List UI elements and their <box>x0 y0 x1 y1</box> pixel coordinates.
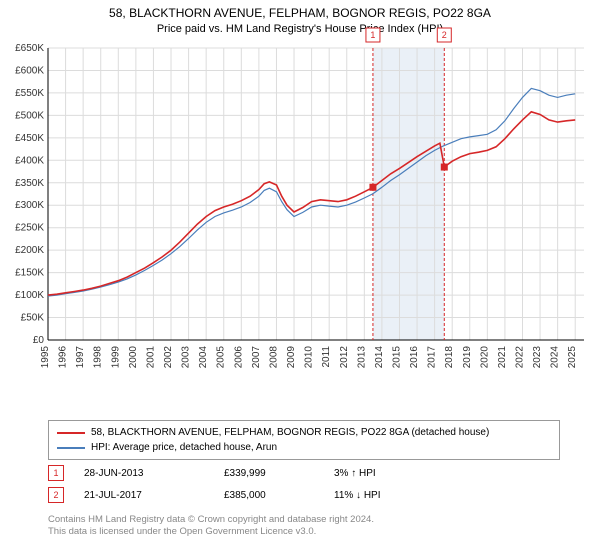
sale-price-1: £339,999 <box>224 468 314 479</box>
svg-text:2021: 2021 <box>497 346 508 369</box>
svg-text:1999: 1999 <box>110 346 121 369</box>
svg-text:2017: 2017 <box>427 346 438 369</box>
svg-text:£400K: £400K <box>15 155 44 166</box>
sale-diff-2: 11% ↓ HPI <box>334 490 558 501</box>
svg-text:2001: 2001 <box>145 346 156 369</box>
svg-text:1: 1 <box>370 30 375 40</box>
sale-marker-2: 2 <box>48 487 64 503</box>
svg-text:2004: 2004 <box>198 346 209 369</box>
svg-text:2025: 2025 <box>567 346 578 369</box>
svg-text:2005: 2005 <box>216 346 227 369</box>
svg-text:2023: 2023 <box>532 346 543 369</box>
svg-text:1995: 1995 <box>40 346 51 369</box>
svg-text:2008: 2008 <box>268 346 279 369</box>
svg-text:2015: 2015 <box>391 346 402 369</box>
svg-text:1997: 1997 <box>75 346 86 369</box>
svg-text:£250K: £250K <box>15 223 44 234</box>
legend-box: 58, BLACKTHORN AVENUE, FELPHAM, BOGNOR R… <box>48 420 560 460</box>
svg-text:£100K: £100K <box>15 290 44 301</box>
legend-item-property: 58, BLACKTHORN AVENUE, FELPHAM, BOGNOR R… <box>57 425 551 440</box>
svg-text:£300K: £300K <box>15 200 44 211</box>
footnote-line1: Contains HM Land Registry data © Crown c… <box>48 514 374 526</box>
svg-text:2019: 2019 <box>462 346 473 369</box>
legend-label-hpi: HPI: Average price, detached house, Arun <box>91 440 277 455</box>
chart-container: 58, BLACKTHORN AVENUE, FELPHAM, BOGNOR R… <box>0 0 600 560</box>
svg-text:2013: 2013 <box>356 346 367 369</box>
svg-text:2007: 2007 <box>251 346 262 369</box>
legend-label-property: 58, BLACKTHORN AVENUE, FELPHAM, BOGNOR R… <box>91 425 489 440</box>
svg-text:2000: 2000 <box>128 346 139 369</box>
legend-swatch-property <box>57 432 85 434</box>
svg-text:2018: 2018 <box>444 346 455 369</box>
sale-row-2: 2 21-JUL-2017 £385,000 11% ↓ HPI <box>48 484 558 506</box>
sale-row-1: 1 28-JUN-2013 £339,999 3% ↑ HPI <box>48 462 558 484</box>
svg-text:£200K: £200K <box>15 245 44 256</box>
svg-text:2009: 2009 <box>286 346 297 369</box>
svg-text:2012: 2012 <box>339 346 350 369</box>
svg-text:2010: 2010 <box>304 346 315 369</box>
svg-text:2011: 2011 <box>321 346 332 368</box>
svg-text:£550K: £550K <box>15 88 44 99</box>
svg-text:2: 2 <box>442 30 447 40</box>
sale-marker-label-1: 1 <box>53 468 58 478</box>
svg-text:2006: 2006 <box>233 346 244 369</box>
sale-date-2: 21-JUL-2017 <box>84 490 204 501</box>
footnote-line2: This data is licensed under the Open Gov… <box>48 526 374 538</box>
svg-text:£500K: £500K <box>15 110 44 121</box>
sale-marker-1: 1 <box>48 465 64 481</box>
svg-text:2016: 2016 <box>409 346 420 369</box>
svg-text:£0: £0 <box>33 335 45 346</box>
svg-text:2002: 2002 <box>163 346 174 369</box>
svg-text:£650K: £650K <box>15 43 44 54</box>
sale-diff-1: 3% ↑ HPI <box>334 468 558 479</box>
svg-text:£150K: £150K <box>15 268 44 279</box>
svg-text:£600K: £600K <box>15 65 44 76</box>
svg-text:2022: 2022 <box>514 346 525 369</box>
svg-text:£450K: £450K <box>15 133 44 144</box>
chart-title-line2: Price paid vs. HM Land Registry's House … <box>0 22 600 35</box>
legend-swatch-hpi <box>57 447 85 449</box>
footnote: Contains HM Land Registry data © Crown c… <box>48 514 374 539</box>
svg-text:£50K: £50K <box>21 313 45 324</box>
svg-text:1998: 1998 <box>93 346 104 369</box>
chart-svg: £0£50K£100K£150K£200K£250K£300K£350K£400… <box>48 48 588 378</box>
sales-table: 1 28-JUN-2013 £339,999 3% ↑ HPI 2 21-JUL… <box>48 462 558 506</box>
svg-text:£350K: £350K <box>15 178 44 189</box>
sale-marker-label-2: 2 <box>53 490 58 500</box>
chart-title-line1: 58, BLACKTHORN AVENUE, FELPHAM, BOGNOR R… <box>0 0 600 22</box>
svg-text:1996: 1996 <box>58 346 69 369</box>
svg-text:2003: 2003 <box>181 346 192 369</box>
sale-price-2: £385,000 <box>224 490 314 501</box>
svg-text:2020: 2020 <box>479 346 490 369</box>
svg-text:2024: 2024 <box>550 346 561 369</box>
legend-item-hpi: HPI: Average price, detached house, Arun <box>57 440 551 455</box>
svg-text:2014: 2014 <box>374 346 385 369</box>
sale-date-1: 28-JUN-2013 <box>84 468 204 479</box>
